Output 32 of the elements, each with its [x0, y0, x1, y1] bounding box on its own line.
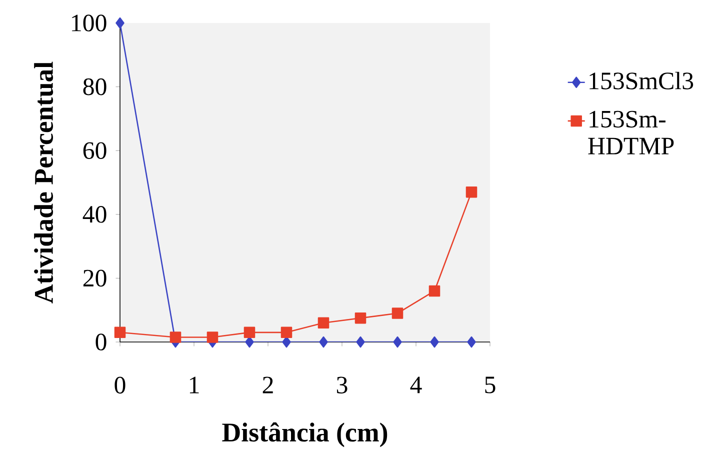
y-axis-title: Atividade Percentual — [34, 62, 54, 304]
point — [318, 317, 330, 328]
point — [356, 336, 365, 348]
point — [280, 326, 292, 338]
point — [466, 186, 478, 198]
x-tick-label: 3 — [336, 376, 348, 394]
x-tick-label: 4 — [410, 376, 422, 394]
point — [354, 312, 366, 324]
x-tick-label: 0 — [114, 376, 126, 394]
point — [392, 308, 404, 319]
x-tick-label: 1 — [190, 376, 199, 394]
legend-label: 153SmCl3 — [590, 72, 694, 90]
y-tick-label: 60 — [83, 142, 106, 160]
point — [430, 336, 439, 348]
point — [467, 336, 476, 348]
point — [428, 285, 440, 297]
legend-label: 153Sm-HDTMP — [588, 110, 674, 154]
y-tick-label: 20 — [83, 270, 106, 287]
point — [114, 326, 126, 338]
y-tick-label: 40 — [82, 206, 106, 223]
x-axis-title: Distância (cm) — [222, 422, 388, 448]
point — [319, 336, 328, 348]
y-tick-label: 100 — [72, 14, 106, 32]
x-tick-label: 2 — [262, 376, 273, 394]
point — [116, 17, 124, 29]
y-tick-label: 0 — [96, 334, 106, 350]
x-tick-label: 5 — [485, 376, 496, 394]
point — [170, 332, 182, 343]
y-tick-label: 80 — [83, 78, 106, 96]
point — [244, 326, 256, 338]
point — [206, 332, 218, 343]
point — [393, 336, 402, 348]
